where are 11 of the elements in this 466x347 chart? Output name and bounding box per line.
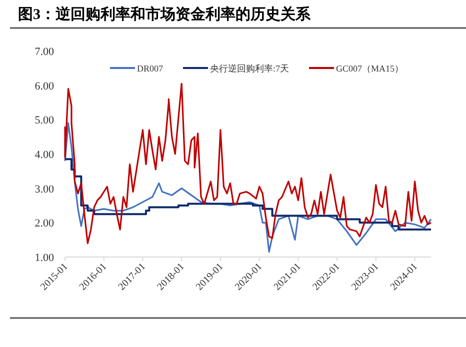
y-tick-label: 6.00 — [34, 80, 54, 92]
y-tick-label: 4.00 — [34, 149, 54, 161]
legend-label: DR007 — [137, 64, 164, 74]
legend-label: GC007（MA15） — [336, 64, 404, 74]
y-tick-label: 5.00 — [34, 114, 54, 127]
y-tick-label: 3.00 — [34, 183, 54, 196]
y-tick-label: 7.00 — [34, 46, 54, 58]
y-tick-label: 1.00 — [34, 252, 54, 264]
title: 图3：逆回购利率和市场资金利率的历史关系 — [18, 7, 310, 23]
legend-label: 央行逆回购利率:7天 — [210, 64, 290, 74]
y-tick-label: 2.00 — [34, 218, 54, 230]
